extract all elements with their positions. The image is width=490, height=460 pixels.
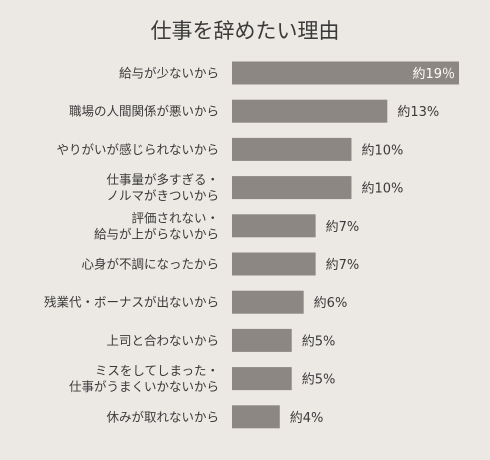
category-label: 上司と合わないから <box>106 333 219 348</box>
value-label: 約13% <box>397 105 439 120</box>
bar-row: 心身が不調になったから 約7% <box>81 252 360 276</box>
category-label: ミスをしてしまった・仕事がうまくいかないから <box>69 363 219 394</box>
category-label-line: 残業代・ボーナスが出ないから <box>44 295 219 310</box>
category-label-line: 心身が不調になったから <box>81 257 219 272</box>
value-label: 約7% <box>326 220 360 235</box>
bar <box>232 99 388 123</box>
category-label-line: やりがいが感じられないから <box>56 142 219 157</box>
category-label-line: 職場の人間関係が悪いから <box>69 104 219 119</box>
category-label: 仕事量が多すぎる・ノルマがきついから <box>106 172 219 203</box>
category-label: 給与が少ないから <box>119 66 219 81</box>
bar <box>232 176 352 200</box>
bar-row: 休みが取れないから 約4% <box>106 405 324 429</box>
category-label-line: 仕事がうまくいかないから <box>69 379 219 394</box>
bar <box>232 290 304 314</box>
bar <box>232 367 292 391</box>
value-label: 約5% <box>302 334 336 349</box>
value-label: 約10% <box>361 182 403 197</box>
category-label: やりがいが感じられないから <box>56 142 219 157</box>
category-label-line: 給与が上がらないから <box>94 226 219 241</box>
category-label: 心身が不調になったから <box>81 257 219 272</box>
value-label: 約7% <box>326 258 360 273</box>
value-label: 約4% <box>290 411 324 426</box>
bar-row: 残業代・ボーナスが出ないから 約6% <box>44 290 348 314</box>
bar-row: ミスをしてしまった・仕事がうまくいかないから 約5% <box>69 363 335 394</box>
bar-row: やりがいが感じられないから 約10% <box>56 137 403 161</box>
category-label-line: ミスをしてしまった・ <box>95 363 219 378</box>
category-label: 職場の人間関係が悪いから <box>69 104 219 119</box>
bar-row: 給与が少ないから 約19％ <box>119 61 459 85</box>
category-label-line: 上司と合わないから <box>106 333 219 348</box>
category-label-line: 仕事量が多すぎる・ <box>106 172 219 187</box>
category-label-line: 評価されない・ <box>131 210 219 225</box>
category-label: 休みが取れないから <box>106 409 219 424</box>
category-label-line: 給与が少ないから <box>119 66 219 81</box>
bar-row: 仕事量が多すぎる・ノルマがきついから 約10% <box>106 172 403 203</box>
category-label: 評価されない・給与が上がらないから <box>94 210 219 241</box>
bar <box>232 137 352 161</box>
bars-layer: 給与が少ないから 約19％ 職場の人間関係が悪いから 約13% やりがいが感じられないか… <box>44 61 459 429</box>
value-label: 約19％ <box>412 67 455 82</box>
bar-row: 上司と合わないから 約5% <box>106 328 336 352</box>
bar-row: 職場の人間関係が悪いから 約13% <box>69 99 439 123</box>
category-label: 残業代・ボーナスが出ないから <box>44 295 219 310</box>
bar <box>232 214 316 238</box>
category-label-line: ノルマがきついから <box>106 188 219 203</box>
chart-title: 仕事を辞めたい理由 <box>151 19 340 43</box>
bar <box>232 405 280 429</box>
value-label: 約10% <box>361 143 403 158</box>
bar <box>232 252 316 276</box>
bar-row: 評価されない・給与が上がらないから 約7% <box>94 210 359 241</box>
value-label: 約5% <box>302 373 336 388</box>
value-label: 約6% <box>314 296 348 311</box>
category-label-line: 休みが取れないから <box>106 409 219 424</box>
bar <box>232 328 292 352</box>
bar <box>232 61 459 85</box>
